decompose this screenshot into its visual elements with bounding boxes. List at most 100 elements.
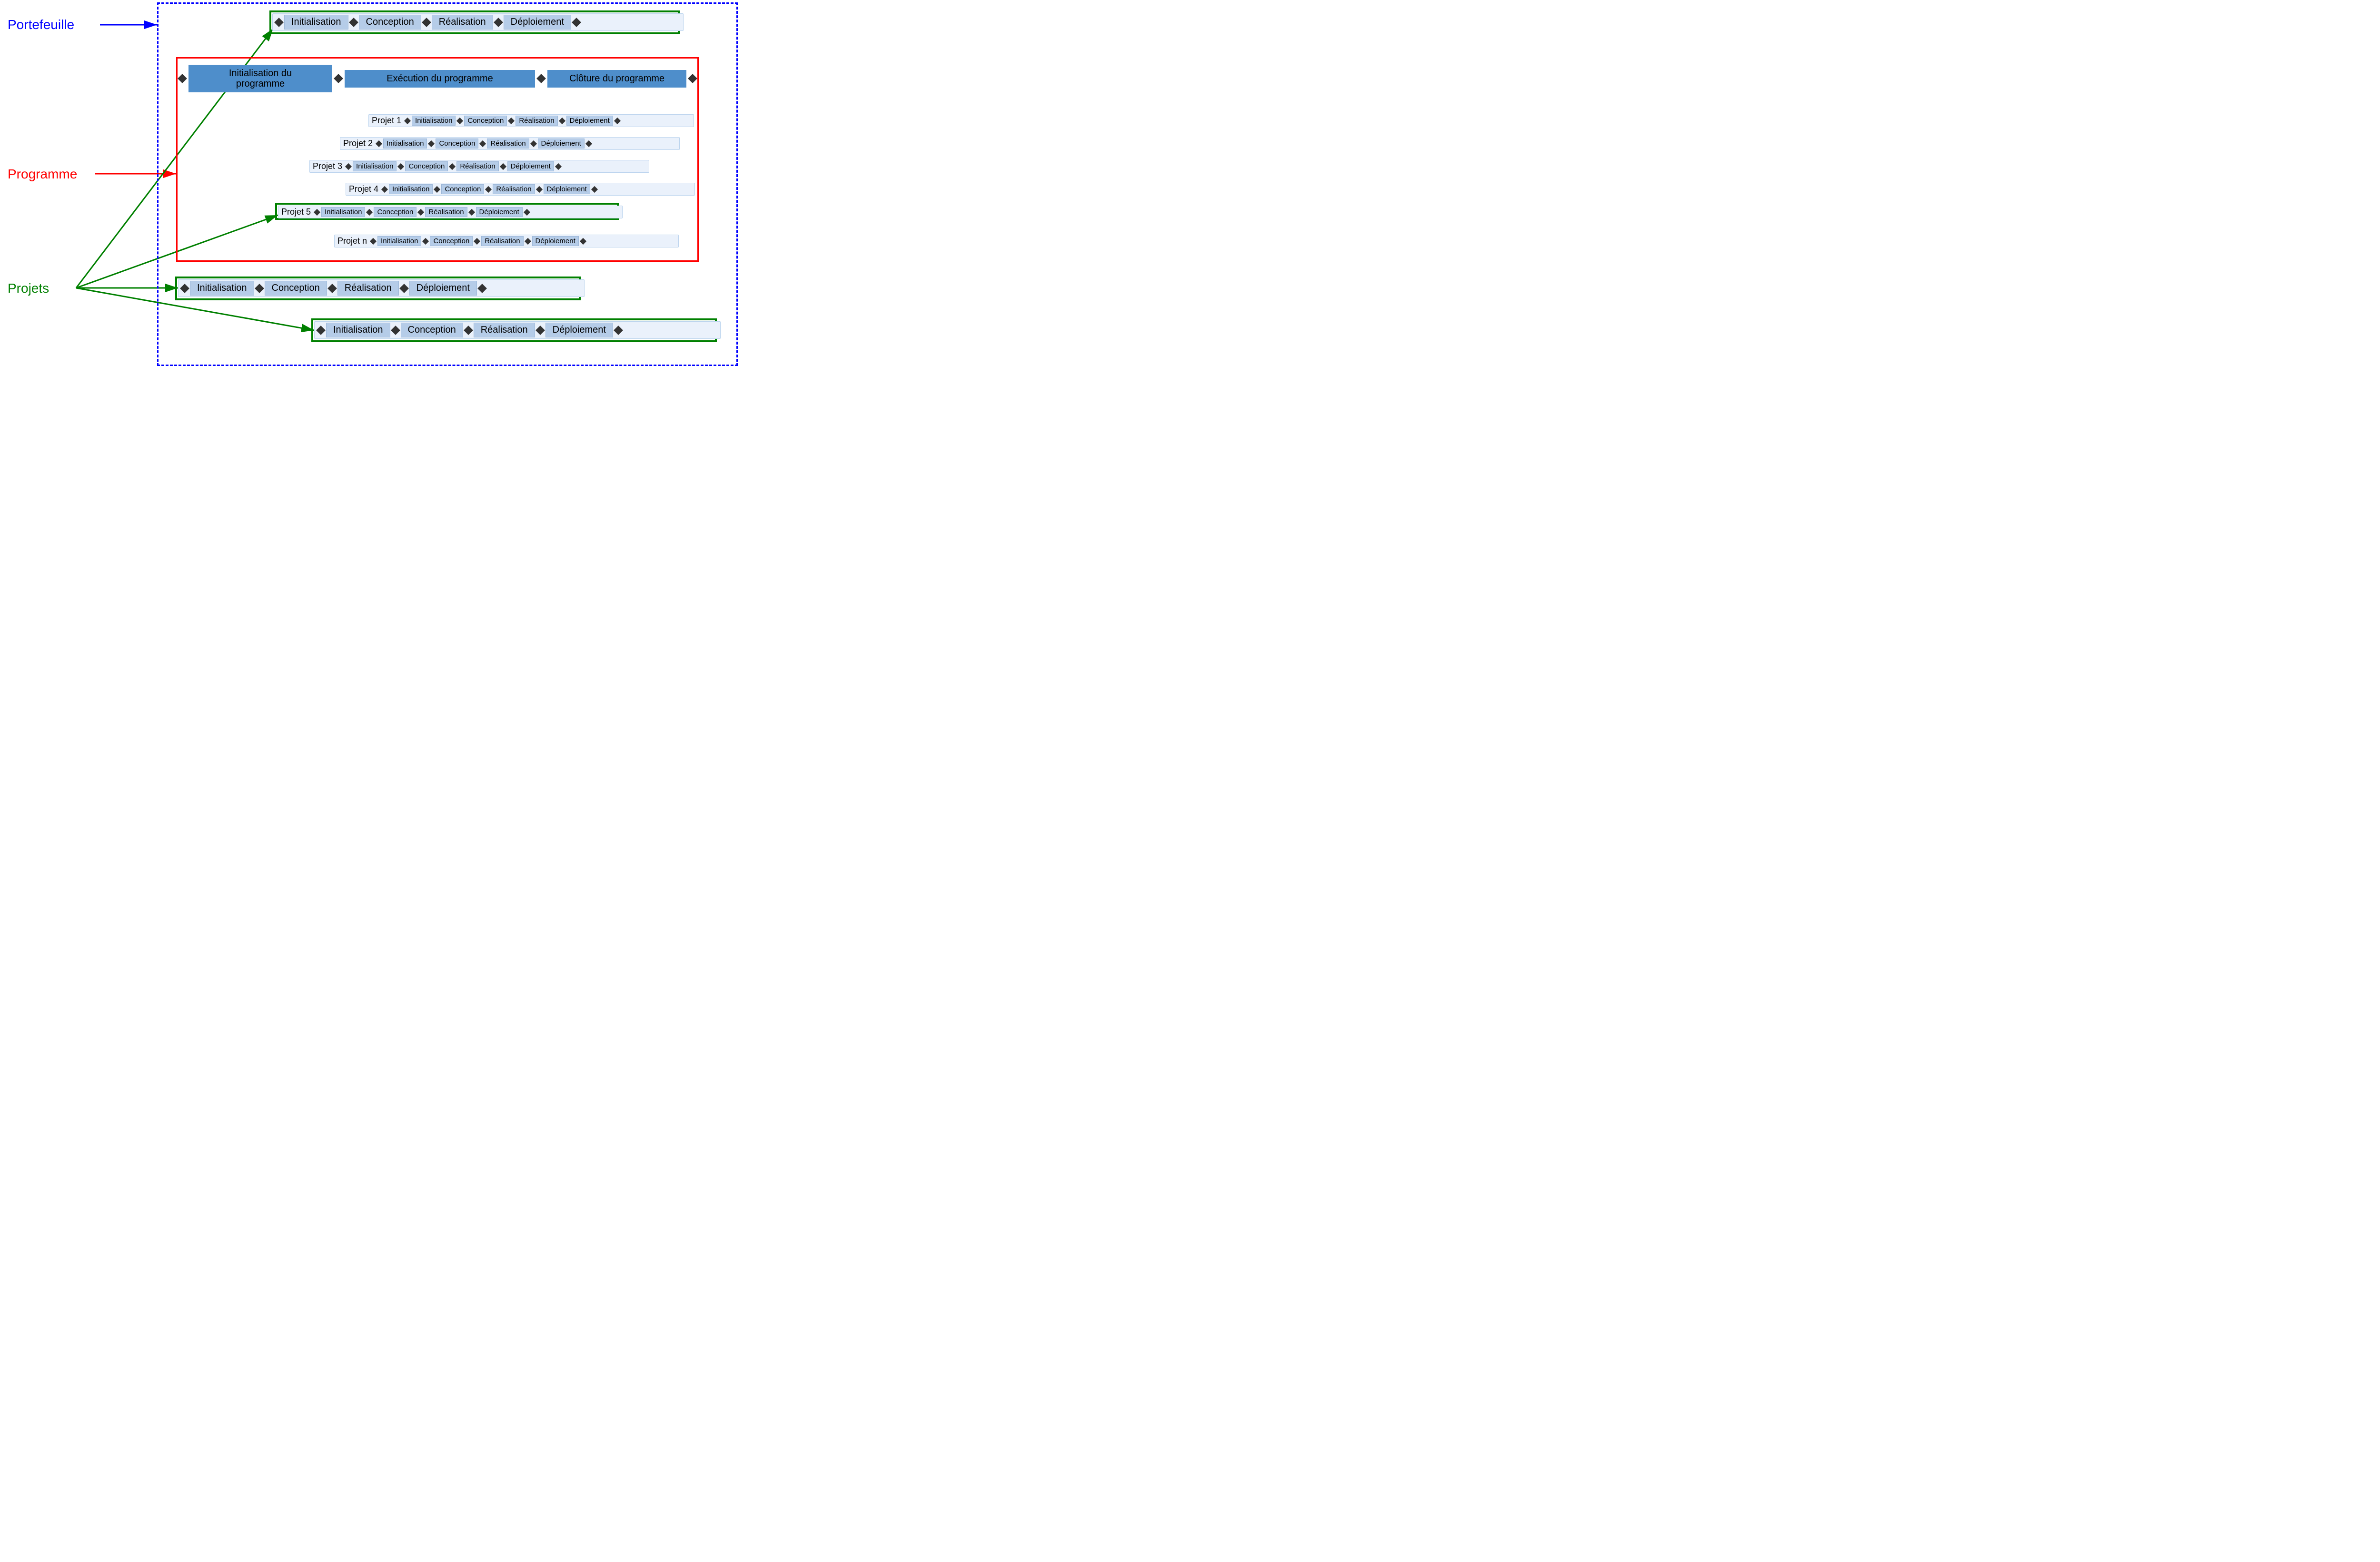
phase-initialisation: Initialisation bbox=[284, 15, 348, 30]
project-bar: Initialisation Conception Réalisation Déplo… bbox=[272, 13, 677, 31]
diamond-icon bbox=[485, 186, 492, 192]
project-bar: Initialisation Conception Réalisation Déplo… bbox=[178, 279, 578, 297]
phase-bar: Projet 2InitialisationConceptionRéalisat… bbox=[340, 137, 680, 150]
diamond-icon bbox=[376, 140, 382, 147]
phase-conception: Conception bbox=[401, 323, 463, 337]
programme-phase-clot: Clôture du programme bbox=[547, 70, 686, 88]
diamond-icon bbox=[381, 186, 388, 192]
diamond-icon bbox=[345, 163, 352, 169]
project-bar: Projet 5 Initialisation Conception Réalisat… bbox=[278, 206, 616, 218]
phase-conception: Conception bbox=[464, 116, 507, 126]
phase-réalisation: Réalisation bbox=[481, 236, 523, 246]
phase-bar: Initialisation Conception Réalisation Déplo… bbox=[272, 13, 684, 31]
label-programme: Programme bbox=[8, 167, 77, 182]
phase-réalisation: Réalisation bbox=[493, 184, 535, 194]
project-name: Projet 2 bbox=[343, 138, 375, 148]
diamond-icon bbox=[585, 140, 592, 147]
diamond-icon bbox=[468, 208, 475, 215]
phase-déploiement: Déploiement bbox=[476, 207, 523, 217]
diamond-icon bbox=[688, 74, 697, 83]
diamond-icon bbox=[255, 284, 264, 293]
phase-déploiement: Déploiement bbox=[545, 323, 613, 337]
diamond-icon bbox=[334, 74, 343, 83]
programme-phase-exec: Exécution du programme bbox=[345, 70, 535, 88]
phase-réalisation: Réalisation bbox=[474, 323, 535, 337]
diamond-icon bbox=[456, 117, 463, 124]
diamond-icon bbox=[422, 237, 429, 244]
phase-bar: Projet 3InitialisationConceptionRéalisat… bbox=[309, 160, 649, 173]
phase-initialisation: Initialisation bbox=[190, 281, 254, 296]
project-name: Projet 5 bbox=[281, 207, 313, 217]
phase-déploiement: Déploiement bbox=[566, 116, 613, 126]
diamond-icon bbox=[397, 163, 404, 169]
diamond-icon bbox=[558, 117, 565, 124]
programme-phase-init: Initialisation du programme bbox=[188, 65, 332, 92]
phase-déploiement: Déploiement bbox=[507, 161, 554, 171]
programme-phase-bar: Initialisation du programme Exécution du… bbox=[179, 65, 696, 92]
diamond-icon bbox=[349, 18, 358, 27]
diamond-icon bbox=[536, 74, 546, 83]
phase-conception: Conception bbox=[374, 207, 416, 217]
diamond-icon bbox=[524, 237, 531, 244]
diamond-icon bbox=[614, 117, 621, 124]
phase-déploiement: Déploiement bbox=[504, 15, 571, 30]
phase-initialisation: Initialisation bbox=[383, 138, 427, 148]
diamond-icon bbox=[316, 326, 326, 335]
diamond-icon bbox=[572, 18, 581, 27]
diamond-icon bbox=[314, 208, 320, 215]
diamond-icon bbox=[555, 163, 562, 169]
phase-déploiement: Déploiement bbox=[538, 138, 585, 148]
phase-réalisation: Réalisation bbox=[425, 207, 467, 217]
phase-bar: Initialisation Conception Réalisation Déplo… bbox=[314, 321, 721, 339]
phase-initialisation: Initialisation bbox=[321, 207, 365, 217]
phase-conception: Conception bbox=[430, 236, 473, 246]
project-name: Projet n bbox=[337, 236, 369, 246]
diamond-icon bbox=[479, 140, 486, 147]
diamond-icon bbox=[494, 18, 503, 27]
diamond-icon bbox=[366, 208, 373, 215]
diamond-icon bbox=[399, 284, 409, 293]
diamond-icon bbox=[449, 163, 456, 169]
diamond-icon bbox=[536, 186, 542, 192]
phase-déploiement: Déploiement bbox=[409, 281, 477, 296]
phase-réalisation: Réalisation bbox=[432, 15, 493, 30]
phase-conception: Conception bbox=[359, 15, 421, 30]
phase-conception: Conception bbox=[405, 161, 448, 171]
phase-déploiement: Déploiement bbox=[532, 236, 579, 246]
diagram-canvas: Portefeuille Programme Projets Initialis… bbox=[0, 0, 743, 368]
programme-phase-init-text: Initialisation du programme bbox=[198, 68, 322, 89]
diamond-icon bbox=[580, 237, 586, 244]
diamond-icon bbox=[422, 18, 431, 27]
phase-initialisation: Initialisation bbox=[326, 323, 390, 337]
phase-initialisation: Initialisation bbox=[353, 161, 397, 171]
project-name: Projet 3 bbox=[313, 161, 344, 171]
project-bar: Projet n Initialisation Conception Réalisat… bbox=[334, 235, 672, 247]
phase-réalisation: Réalisation bbox=[337, 281, 399, 296]
diamond-icon bbox=[524, 208, 530, 215]
diamond-icon bbox=[370, 237, 377, 244]
phase-conception: Conception bbox=[265, 281, 327, 296]
phase-initialisation: Initialisation bbox=[377, 236, 421, 246]
diamond-icon bbox=[614, 326, 623, 335]
diamond-icon bbox=[327, 284, 337, 293]
diamond-icon bbox=[434, 186, 440, 192]
phase-initialisation: Initialisation bbox=[412, 116, 456, 126]
phase-conception: Conception bbox=[441, 184, 484, 194]
phase-déploiement: Déploiement bbox=[544, 184, 590, 194]
phase-bar: Projet n Initialisation Conception Réalisat… bbox=[334, 235, 679, 247]
diamond-icon bbox=[274, 18, 284, 27]
diamond-icon bbox=[508, 117, 515, 124]
phase-réalisation: Réalisation bbox=[516, 116, 557, 126]
diamond-icon bbox=[178, 74, 187, 83]
project-bar: Projet 1InitialisationConceptionRéalisat… bbox=[368, 114, 687, 127]
phase-bar: Projet 4InitialisationConceptionRéalisat… bbox=[346, 183, 695, 196]
diamond-icon bbox=[391, 326, 400, 335]
project-bar: Initialisation Conception Réalisation Déplo… bbox=[314, 321, 714, 339]
diamond-icon bbox=[536, 326, 545, 335]
diamond-icon bbox=[591, 186, 598, 192]
phase-bar: Initialisation Conception Réalisation Déplo… bbox=[178, 279, 585, 297]
diamond-icon bbox=[404, 117, 411, 124]
label-portefeuille: Portefeuille bbox=[8, 17, 74, 32]
diamond-icon bbox=[464, 326, 473, 335]
phase-initialisation: Initialisation bbox=[389, 184, 433, 194]
